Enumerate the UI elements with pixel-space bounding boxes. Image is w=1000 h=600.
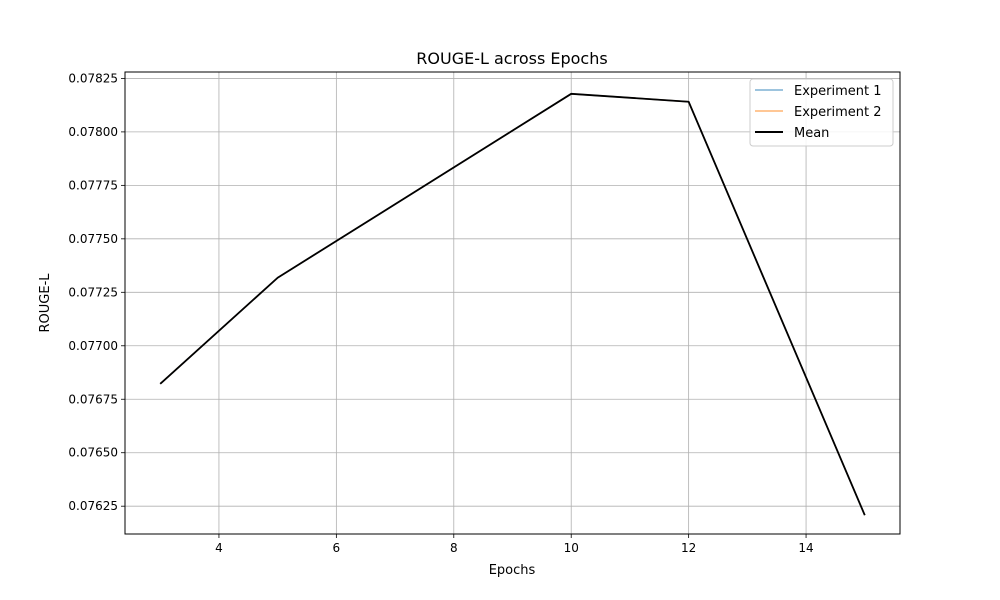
y-tick-label: 0.07650 — [68, 446, 118, 460]
y-tick-label: 0.07750 — [68, 232, 118, 246]
y-tick-label: 0.07800 — [68, 125, 118, 139]
x-tick-label: 10 — [564, 541, 579, 555]
legend-label: Experiment 1 — [794, 84, 882, 99]
x-axis-label: Epochs — [489, 563, 536, 578]
x-tick-label: 8 — [450, 541, 458, 555]
y-axis-label: ROUGE-L — [38, 273, 53, 333]
series-line-experiment-1 — [159, 93, 866, 516]
y-tick-label: 0.07700 — [68, 339, 118, 353]
legend: Experiment 1 Experiment 2 Mean — [749, 78, 894, 147]
y-tick-label: 0.07825 — [68, 71, 118, 85]
series-line-mean — [159, 92, 866, 516]
legend-label: Experiment 2 — [794, 105, 882, 120]
series-layer — [159, 92, 866, 516]
legend-label: Mean — [794, 126, 829, 141]
chart-title: ROUGE-L across Epochs — [416, 49, 607, 68]
y-tick-label: 0.07775 — [68, 178, 118, 192]
legend-box — [749, 78, 894, 147]
x-tick-label: 4 — [215, 541, 223, 555]
x-tick-label: 14 — [798, 541, 813, 555]
series-line-experiment-2 — [159, 93, 866, 516]
x-tick-label: 12 — [681, 541, 696, 555]
y-tick-label: 0.07675 — [68, 392, 118, 406]
y-axis: 0.07625 0.07650 0.07675 0.07700 0.07725 0.077… — [68, 71, 125, 513]
plot-frame — [124, 71, 901, 535]
x-axis: 4 6 8 10 12 14 — [215, 534, 814, 555]
y-tick-label: 0.07625 — [68, 499, 118, 513]
y-tick-label: 0.07725 — [68, 285, 118, 299]
x-tick-label: 6 — [333, 541, 341, 555]
